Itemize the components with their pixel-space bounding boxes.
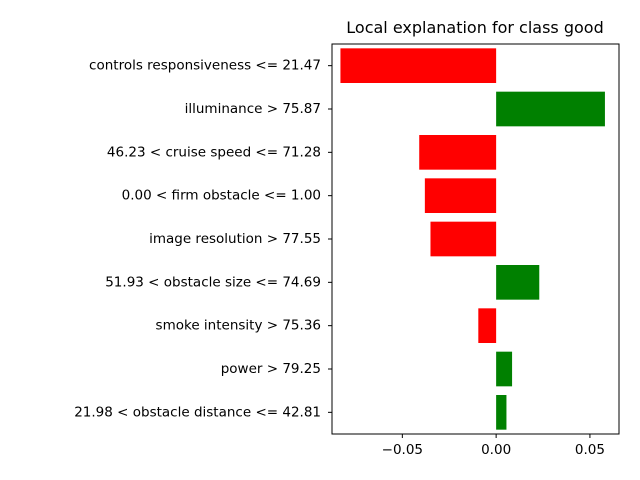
bar (496, 351, 513, 387)
bar (496, 265, 540, 300)
category-label: image resolution > 77.55 (149, 231, 321, 247)
x-tick-label: −0.05 (382, 442, 423, 458)
bar (419, 135, 497, 170)
bar (496, 91, 605, 127)
chart-title: Local explanation for class good (346, 18, 603, 37)
x-tick-label: 0.00 (481, 442, 511, 458)
y-axis: controls responsiveness <= 21.47 illumina… (74, 58, 332, 420)
category-label: smoke intensity > 75.36 (156, 318, 321, 334)
bar (424, 178, 497, 213)
x-tick-label: 0.05 (575, 442, 605, 458)
category-label: power > 79.25 (221, 361, 321, 377)
bar (496, 395, 507, 430)
bar (340, 48, 497, 83)
category-label: 46.23 < cruise speed <= 71.28 (107, 144, 321, 160)
category-label: illuminance > 75.87 (185, 101, 321, 117)
category-label: 21.98 < obstacle distance <= 42.81 (74, 404, 321, 420)
category-label: controls responsiveness <= 21.47 (89, 58, 321, 74)
category-label: 0.00 < firm obstacle <= 1.00 (122, 188, 321, 204)
x-axis: −0.05 0.00 0.05 (382, 434, 605, 458)
bar (478, 308, 497, 343)
plot-frame (331, 43, 620, 435)
bar (430, 221, 497, 257)
category-label: 51.93 < obstacle size <= 74.69 (105, 274, 321, 290)
bars (340, 48, 605, 430)
